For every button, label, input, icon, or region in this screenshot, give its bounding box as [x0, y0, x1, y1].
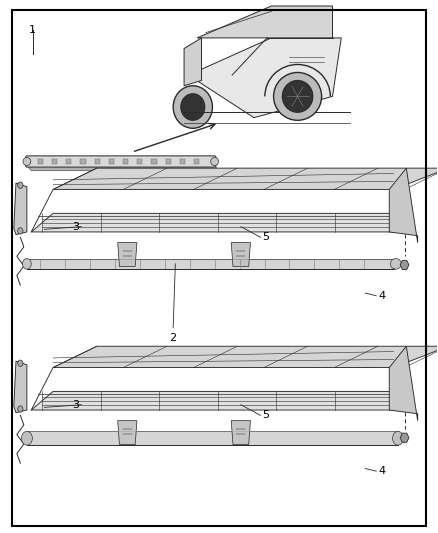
Polygon shape: [27, 165, 219, 171]
Ellipse shape: [283, 80, 313, 112]
Polygon shape: [31, 213, 394, 232]
Ellipse shape: [211, 157, 219, 165]
Ellipse shape: [274, 72, 321, 120]
Polygon shape: [14, 361, 27, 413]
Text: 5: 5: [263, 410, 270, 421]
Bar: [137, 158, 142, 165]
Ellipse shape: [390, 259, 401, 269]
Ellipse shape: [21, 431, 32, 445]
Circle shape: [18, 360, 23, 367]
Ellipse shape: [392, 431, 403, 445]
Bar: [180, 158, 185, 165]
Bar: [81, 158, 85, 165]
Polygon shape: [197, 6, 332, 38]
Text: 1: 1: [29, 25, 36, 35]
Bar: [194, 158, 199, 165]
Polygon shape: [231, 243, 251, 266]
Bar: [109, 158, 114, 165]
Polygon shape: [53, 168, 438, 189]
Polygon shape: [389, 168, 418, 243]
Text: 4: 4: [378, 466, 385, 476]
Bar: [66, 158, 71, 165]
Polygon shape: [231, 421, 251, 445]
Polygon shape: [31, 391, 394, 410]
Bar: [38, 158, 43, 165]
Bar: [27, 431, 398, 445]
Ellipse shape: [173, 86, 212, 128]
Text: 2: 2: [170, 333, 177, 343]
Polygon shape: [389, 346, 418, 421]
Ellipse shape: [22, 259, 31, 269]
Circle shape: [18, 406, 23, 412]
Text: 3: 3: [72, 400, 79, 410]
Polygon shape: [118, 243, 137, 266]
Polygon shape: [184, 38, 201, 86]
FancyBboxPatch shape: [25, 156, 216, 167]
Bar: [95, 158, 100, 165]
Polygon shape: [14, 183, 27, 235]
Text: 4: 4: [378, 290, 385, 301]
Polygon shape: [53, 346, 438, 368]
Polygon shape: [118, 421, 137, 445]
Circle shape: [18, 228, 23, 234]
Text: 5: 5: [263, 232, 270, 243]
Ellipse shape: [181, 94, 205, 120]
Bar: [52, 158, 57, 165]
Ellipse shape: [23, 157, 31, 165]
Bar: [27, 259, 394, 269]
Text: 3: 3: [72, 222, 79, 232]
Bar: [166, 158, 171, 165]
Bar: [151, 158, 156, 165]
Polygon shape: [188, 38, 341, 118]
Circle shape: [18, 182, 23, 188]
Bar: [123, 158, 128, 165]
